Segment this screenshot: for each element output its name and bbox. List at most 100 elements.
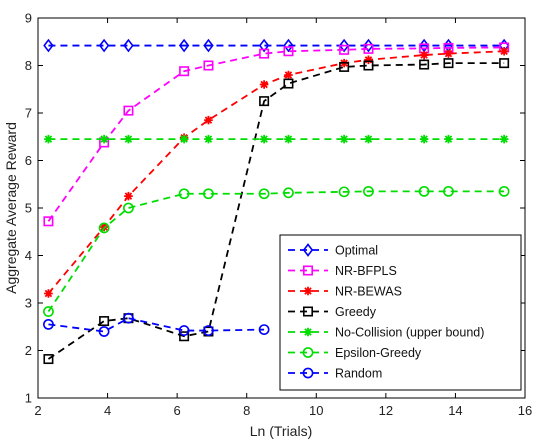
data-point-nr-bfpls-shape xyxy=(259,48,270,59)
data-point-optimal-shape xyxy=(43,38,54,53)
data-point-epsilon-greedy-shape xyxy=(98,222,110,234)
data-point-nr-bfpls-shape xyxy=(179,66,190,77)
data-point-optimal xyxy=(258,38,270,53)
data-point-nr-bfpls-shape xyxy=(363,43,374,54)
x-tick-label: 6 xyxy=(174,403,181,418)
data-point-nr-bewas-shape xyxy=(419,50,429,60)
series-random xyxy=(43,312,270,337)
legend-label-optimal: Optimal xyxy=(335,243,378,257)
data-point-no-collision-upper-bound-shape xyxy=(364,134,373,144)
data-point-random-shape xyxy=(203,325,214,336)
data-point-epsilon-greedy-shape xyxy=(178,188,190,200)
data-point-no-collision-upper-bound-shape xyxy=(284,134,293,144)
y-tick-label: 7 xyxy=(25,106,32,121)
data-point-optimal xyxy=(98,38,110,53)
data-point-greedy xyxy=(43,354,54,365)
data-point-epsilon-greedy xyxy=(283,187,294,199)
data-point-epsilon-greedy xyxy=(418,185,430,197)
data-point-greedy xyxy=(339,61,350,72)
data-point-epsilon-greedy xyxy=(498,185,510,197)
data-point-greedy xyxy=(179,331,190,342)
data-point-no-collision-upper-bound-shape xyxy=(44,134,53,144)
y-tick-label: 1 xyxy=(25,391,32,406)
data-point-optimal xyxy=(43,38,54,53)
data-point-nr-bfpls xyxy=(363,43,374,54)
series-no-collision-upper-bound xyxy=(44,134,509,144)
y-axis-title: Aggregate Average Reward xyxy=(3,122,19,294)
data-point-nr-bfpls xyxy=(259,48,270,59)
data-point-random-shape xyxy=(178,325,190,336)
data-point-greedy-shape xyxy=(443,58,454,69)
legend-label-random: Random xyxy=(335,366,382,380)
data-point-no-collision-upper-bound xyxy=(179,134,189,144)
data-point-no-collision-upper-bound xyxy=(419,134,429,144)
data-point-nr-bewas-shape xyxy=(284,70,293,80)
legend-label-epsilon-greedy: Epsilon-Greedy xyxy=(335,346,422,360)
legend-item-optimal: Optimal xyxy=(288,243,378,257)
data-point-random-shape xyxy=(258,324,270,335)
data-point-no-collision-upper-bound-shape xyxy=(259,134,269,144)
legend-marker-epsilon-greedy xyxy=(302,347,314,358)
data-point-nr-bewas xyxy=(44,289,53,298)
data-point-no-collision-upper-bound-shape xyxy=(444,134,453,144)
data-point-epsilon-greedy-shape xyxy=(363,185,374,197)
data-point-epsilon-greedy-shape xyxy=(43,306,54,317)
data-point-nr-bewas-shape xyxy=(124,191,133,201)
data-point-nr-bfpls xyxy=(179,66,190,77)
series-layer xyxy=(43,38,510,365)
data-point-greedy-shape xyxy=(339,61,350,72)
data-point-nr-bewas xyxy=(499,46,509,56)
x-tick-label: 4 xyxy=(104,403,111,418)
data-point-nr-bewas xyxy=(444,49,453,58)
legend-item-random: Random xyxy=(288,366,382,380)
data-point-random xyxy=(178,325,190,336)
data-point-no-collision-upper-bound xyxy=(44,134,53,144)
legend-marker-greedy-shape xyxy=(302,306,313,317)
data-point-no-collision-upper-bound-shape xyxy=(204,134,213,144)
data-point-optimal-shape xyxy=(123,38,134,53)
data-point-nr-bewas-shape xyxy=(259,80,269,89)
data-point-greedy-shape xyxy=(283,78,294,89)
data-point-optimal-shape xyxy=(338,38,350,53)
data-point-random xyxy=(203,325,214,336)
data-point-epsilon-greedy xyxy=(363,185,374,197)
data-point-epsilon-greedy xyxy=(123,202,134,214)
legend-marker-no-collision-upper-bound xyxy=(303,327,313,337)
data-point-epsilon-greedy xyxy=(338,186,350,198)
data-point-epsilon-greedy xyxy=(258,188,270,200)
data-point-epsilon-greedy xyxy=(98,222,110,234)
data-point-nr-bewas xyxy=(259,80,269,89)
data-point-no-collision-upper-bound xyxy=(339,134,349,144)
x-tick-label: 14 xyxy=(448,403,462,418)
y-tick-label: 4 xyxy=(25,248,32,263)
data-point-no-collision-upper-bound-shape xyxy=(499,134,509,144)
data-point-nr-bfpls-shape xyxy=(123,105,134,116)
data-point-random xyxy=(123,312,134,324)
legend: Optimal NR-BFPLS NR-BEWAS Greedy No-Collisio… xyxy=(279,234,522,391)
data-point-optimal-shape xyxy=(203,38,214,53)
data-point-greedy xyxy=(419,59,430,70)
data-point-no-collision-upper-bound xyxy=(499,134,509,144)
legend-box xyxy=(279,234,522,391)
data-point-nr-bewas xyxy=(124,191,133,201)
data-point-random-shape xyxy=(123,312,134,324)
y-tick-label: 6 xyxy=(25,153,32,168)
legend-label-nr-bfpls: NR-BFPLS xyxy=(335,264,397,278)
legend-item-epsilon-greedy: Epsilon-Greedy xyxy=(288,346,422,360)
data-point-no-collision-upper-bound xyxy=(444,134,453,144)
y-tick-label: 9 xyxy=(25,11,32,26)
data-point-optimal-shape xyxy=(258,38,270,53)
x-tick-label: 16 xyxy=(518,403,532,418)
data-point-no-collision-upper-bound-shape xyxy=(179,134,189,144)
data-point-optimal-shape xyxy=(98,38,110,53)
data-point-nr-bewas-shape xyxy=(499,46,509,56)
legend-label-nr-bewas: NR-BEWAS xyxy=(335,284,402,298)
data-point-nr-bfpls xyxy=(123,105,134,116)
data-point-greedy xyxy=(259,96,270,107)
legend-marker-optimal-shape xyxy=(302,243,314,257)
data-point-random xyxy=(258,324,270,335)
data-point-epsilon-greedy-shape xyxy=(418,185,430,197)
data-point-greedy-shape xyxy=(419,59,430,70)
series-line-random xyxy=(48,317,265,333)
data-point-greedy xyxy=(99,316,110,327)
